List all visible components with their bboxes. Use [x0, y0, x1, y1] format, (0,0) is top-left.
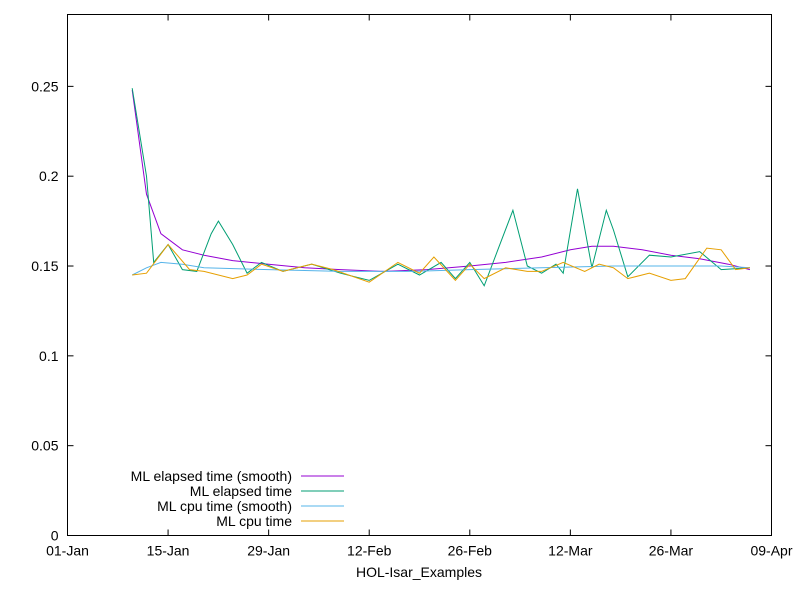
x-axis-title: HOL-Isar_Examples	[356, 564, 482, 580]
legend-label: ML cpu time (smooth)	[157, 498, 292, 514]
series-line-ml-elapsed-time-smooth	[131, 89, 751, 272]
y-tick-label: 0.25	[31, 78, 58, 94]
series-line-ml-cpu-time-smooth	[131, 261, 750, 276]
legend-label: ML cpu time	[216, 513, 292, 529]
x-tick-label: 26-Mar	[649, 543, 694, 559]
x-axis-ticks: 01-Jan 15-Jan 29-Jan 12-Feb 26-Feb 12-Mar 26-M…	[46, 14, 793, 559]
y-axis-ticks: 0 0.05 0.1 0.15 0.2 0.25	[31, 78, 772, 544]
x-tick-label: 12-Mar	[548, 543, 593, 559]
series-lines	[131, 88, 751, 287]
x-tick-label: 01-Jan	[46, 543, 89, 559]
y-tick-label: 0	[51, 528, 59, 544]
plot-frame	[67, 14, 772, 536]
legend: ML elapsed time (smooth)ML elapsed timeM…	[131, 468, 344, 529]
series-line-ml-cpu-time	[132, 243, 750, 283]
legend-label: ML elapsed time (smooth)	[131, 468, 292, 484]
y-tick-label: 0.2	[39, 168, 59, 184]
y-tick-label: 0.1	[39, 348, 59, 364]
x-tick-label: 26-Feb	[448, 543, 493, 559]
x-tick-label: 29-Jan	[247, 543, 290, 559]
x-tick-label: 09-Apr	[750, 543, 792, 559]
x-tick-label: 15-Jan	[147, 543, 190, 559]
y-tick-label: 0.05	[31, 438, 58, 454]
series-line-ml-elapsed-time	[131, 88, 750, 287]
legend-label: ML elapsed time	[190, 483, 292, 499]
x-tick-label: 12-Feb	[347, 543, 392, 559]
y-tick-label: 0.15	[31, 258, 58, 274]
